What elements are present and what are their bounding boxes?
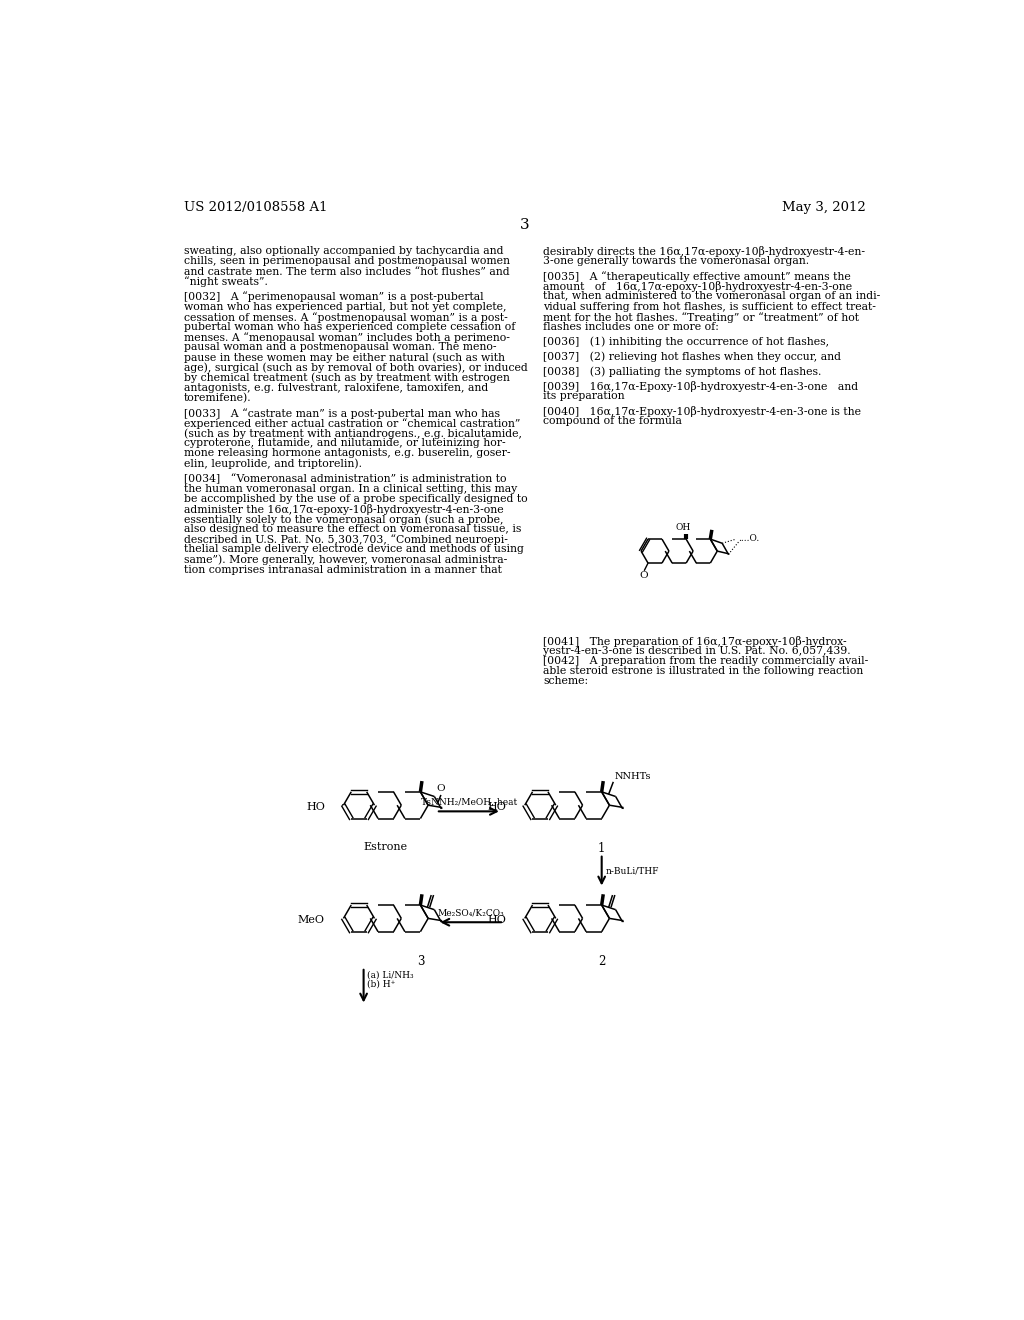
Text: scheme:: scheme: [544, 676, 589, 686]
Text: toremifene).: toremifene). [183, 393, 252, 404]
Text: Estrone: Estrone [364, 842, 408, 853]
Text: 2: 2 [598, 956, 605, 969]
Text: vidual suffering from hot flashes, is sufficient to effect treat-: vidual suffering from hot flashes, is su… [544, 301, 877, 312]
Text: compound of the formula: compound of the formula [544, 416, 682, 426]
Text: antagonists, e.g. fulvestrant, raloxifene, tamoxifen, and: antagonists, e.g. fulvestrant, raloxifen… [183, 383, 488, 393]
Text: Me₂SO₄/K₂CO₃: Me₂SO₄/K₂CO₃ [437, 908, 504, 917]
Text: OH: OH [676, 523, 690, 532]
Text: O: O [436, 784, 445, 793]
Text: and castrate men. The term also includes “hot flushes” and: and castrate men. The term also includes… [183, 267, 509, 276]
Text: ....O.: ....O. [737, 533, 759, 543]
Text: its preparation: its preparation [544, 391, 625, 401]
Text: cyproterone, flutamide, and nilutamide, or luteinizing hor-: cyproterone, flutamide, and nilutamide, … [183, 438, 506, 449]
Text: 3: 3 [417, 956, 424, 969]
Text: pausal woman and a postmenopausal woman. The meno-: pausal woman and a postmenopausal woman.… [183, 342, 497, 352]
Text: thelial sample delivery electrode device and methods of using: thelial sample delivery electrode device… [183, 544, 523, 554]
Text: n-BuLi/THF: n-BuLi/THF [605, 866, 659, 875]
Text: described in U.S. Pat. No. 5,303,703, “Combined neuroepi-: described in U.S. Pat. No. 5,303,703, “C… [183, 535, 508, 545]
Text: [0037]   (2) relieving hot flashes when they occur, and: [0037] (2) relieving hot flashes when th… [544, 351, 842, 362]
Text: chills, seen in perimenopausal and postmenopausal women: chills, seen in perimenopausal and postm… [183, 256, 510, 267]
Text: essentially solely to the vomeronasal organ (such a probe,: essentially solely to the vomeronasal or… [183, 513, 504, 524]
Text: O: O [640, 570, 648, 579]
Text: able steroid estrone is illustrated in the following reaction: able steroid estrone is illustrated in t… [544, 667, 863, 676]
Text: mone releasing hormone antagonists, e.g. buserelin, goser-: mone releasing hormone antagonists, e.g.… [183, 449, 510, 458]
Text: [0035]   A “therapeutically effective amount” means the: [0035] A “therapeutically effective amou… [544, 271, 851, 282]
Text: HO: HO [487, 801, 506, 812]
Text: pubertal woman who has experienced complete cessation of: pubertal woman who has experienced compl… [183, 322, 515, 331]
Text: that, when administered to the vomeronasal organ of an indi-: that, when administered to the vomeronas… [544, 292, 881, 301]
Text: 1: 1 [598, 842, 605, 855]
Text: [0038]   (3) palliating the symptoms of hot flashes.: [0038] (3) palliating the symptoms of ho… [544, 366, 822, 376]
Text: [0040]   16α,17α-Epoxy-10β-hydroxyestr-4-en-3-one is the: [0040] 16α,17α-Epoxy-10β-hydroxyestr-4-e… [544, 405, 861, 417]
Text: elin, leuprolide, and triptorelin).: elin, leuprolide, and triptorelin). [183, 458, 361, 469]
Text: cessation of menses. A “postmenopausal woman” is a post-: cessation of menses. A “postmenopausal w… [183, 312, 508, 322]
Text: the human vomeronasal organ. In a clinical setting, this may: the human vomeronasal organ. In a clinic… [183, 483, 517, 494]
Text: “night sweats”.: “night sweats”. [183, 277, 267, 288]
Text: same”). More generally, however, vomeronasal administra-: same”). More generally, however, vomeron… [183, 554, 507, 565]
Text: by chemical treatment (such as by treatment with estrogen: by chemical treatment (such as by treatm… [183, 372, 510, 383]
Text: tion comprises intranasal administration in a manner that: tion comprises intranasal administration… [183, 565, 502, 574]
Text: (a) Li/NH₃: (a) Li/NH₃ [367, 970, 414, 979]
Text: (b) H⁺: (b) H⁺ [367, 979, 395, 989]
Text: desirably directs the 16α,17α-epoxy-10β-hydroxyestr-4-en-: desirably directs the 16α,17α-epoxy-10β-… [544, 246, 865, 257]
Text: experienced either actual castration or “chemical castration”: experienced either actual castration or … [183, 418, 520, 429]
Text: sweating, also optionally accompanied by tachycardia and: sweating, also optionally accompanied by… [183, 246, 504, 256]
Text: [0042]   A preparation from the readily commercially avail-: [0042] A preparation from the readily co… [544, 656, 868, 667]
Text: TsNNH₂/MeOH, heat: TsNNH₂/MeOH, heat [421, 797, 517, 807]
Text: NNHTs: NNHTs [614, 772, 651, 781]
Text: menses. A “menopausal woman” includes both a perimeno-: menses. A “menopausal woman” includes bo… [183, 333, 510, 343]
Text: also designed to measure the effect on vomeronasal tissue, is: also designed to measure the effect on v… [183, 524, 521, 535]
Text: [0032]   A “perimenopausal woman” is a post-pubertal: [0032] A “perimenopausal woman” is a pos… [183, 292, 483, 302]
Text: [0036]   (1) inhibiting the occurrence of hot flashes,: [0036] (1) inhibiting the occurrence of … [544, 337, 829, 347]
Text: administer the 16α,17α-epoxy-10β-hydroxyestr-4-en-3-one: administer the 16α,17α-epoxy-10β-hydroxy… [183, 504, 504, 515]
Text: (such as by treatment with antiandrogens., e.g. bicalutamide,: (such as by treatment with antiandrogens… [183, 428, 522, 438]
Text: 3: 3 [520, 218, 529, 232]
Text: [0033]   A “castrate man” is a post-pubertal man who has: [0033] A “castrate man” is a post-pubert… [183, 408, 500, 418]
Text: [0034]   “Vomeronasal administration” is administration to: [0034] “Vomeronasal administration” is a… [183, 474, 506, 484]
Text: HO: HO [487, 915, 506, 925]
Text: pause in these women may be either natural (such as with: pause in these women may be either natur… [183, 352, 505, 363]
Text: May 3, 2012: May 3, 2012 [782, 201, 866, 214]
Text: 3-one generally towards the vomeronasal organ.: 3-one generally towards the vomeronasal … [544, 256, 810, 267]
Text: be accomplished by the use of a probe specifically designed to: be accomplished by the use of a probe sp… [183, 494, 527, 504]
Text: ment for the hot flashes. “Treating” or “treatment” of hot: ment for the hot flashes. “Treating” or … [544, 312, 859, 322]
Text: [0039]   16α,17α-Epoxy-10β-hydroxyestr-4-en-3-one   and: [0039] 16α,17α-Epoxy-10β-hydroxyestr-4-e… [544, 381, 858, 392]
Text: MeO: MeO [298, 915, 325, 925]
Text: yestr-4-en-3-one is described in U.S. Pat. No. 6,057,439.: yestr-4-en-3-one is described in U.S. Pa… [544, 645, 851, 656]
Text: age), surgical (such as by removal of both ovaries), or induced: age), surgical (such as by removal of bo… [183, 363, 527, 374]
Text: [0041]   The preparation of 16α,17α-epoxy-10β-hydrox-: [0041] The preparation of 16α,17α-epoxy-… [544, 636, 847, 647]
Text: amount   of   16α,17α-epoxy-10β-hydroxyestr-4-en-3-one: amount of 16α,17α-epoxy-10β-hydroxyestr-… [544, 281, 853, 292]
Text: flashes includes one or more of:: flashes includes one or more of: [544, 322, 719, 331]
Text: woman who has experienced partial, but not yet complete,: woman who has experienced partial, but n… [183, 301, 506, 312]
Text: US 2012/0108558 A1: US 2012/0108558 A1 [183, 201, 328, 214]
Text: HO: HO [306, 801, 325, 812]
